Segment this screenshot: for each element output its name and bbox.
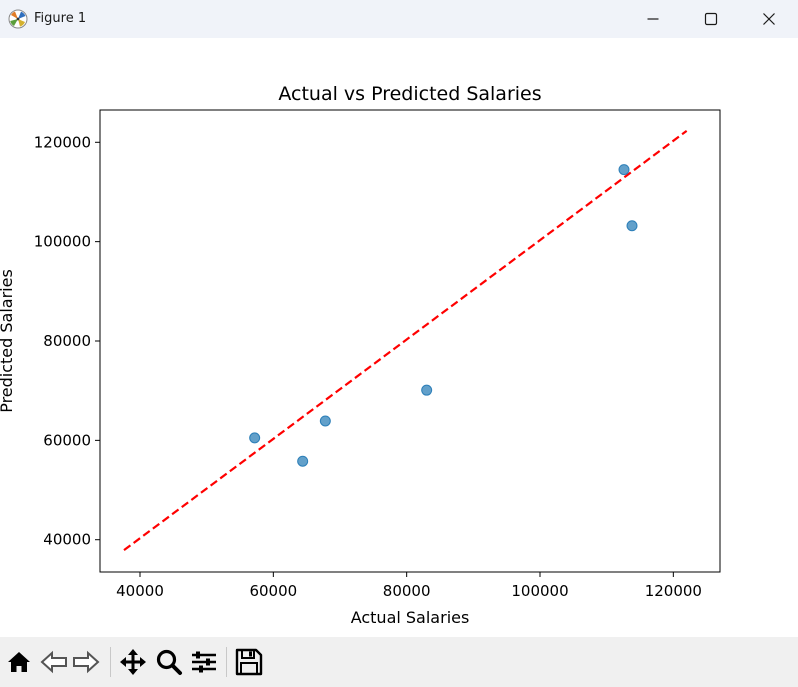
x-tick-label: 80000 <box>383 582 431 600</box>
configure-subplots-button[interactable] <box>189 647 219 677</box>
x-tick-label: 40000 <box>116 582 164 600</box>
maximize-icon <box>704 12 718 26</box>
x-tick-label: 120000 <box>645 582 702 600</box>
chart-title: Actual vs Predicted Salaries <box>278 83 541 105</box>
data-point <box>297 455 309 467</box>
zoom-icon <box>156 649 182 675</box>
y-tick-label: 60000 <box>43 431 91 449</box>
reference-line <box>123 129 688 552</box>
toolbar-separator <box>110 647 111 677</box>
back-button[interactable] <box>39 647 69 677</box>
home-icon <box>8 652 30 672</box>
plot-frame <box>99 109 721 573</box>
y-tick-label: 40000 <box>43 531 91 549</box>
data-point <box>421 384 433 396</box>
window-titlebar: Figure 1 <box>0 0 798 38</box>
save-icon <box>235 648 263 676</box>
forward-icon <box>73 650 100 674</box>
figure-canvas[interactable]: Actual vs Predicted Salaries 40000 60000 80… <box>0 38 798 637</box>
y-tick-label: 100000 <box>34 233 91 251</box>
minimize-button[interactable] <box>624 0 682 38</box>
forward-button[interactable] <box>71 647 101 677</box>
window-title: Figure 1 <box>34 11 87 26</box>
minimize-icon <box>647 18 659 20</box>
close-button[interactable] <box>740 0 798 38</box>
configure-subplots-icon <box>192 651 216 673</box>
data-point <box>249 432 261 444</box>
scatter-plot: Actual vs Predicted Salaries 40000 60000 80… <box>0 83 721 627</box>
matplotlib-logo-icon <box>8 9 28 29</box>
home-button[interactable] <box>4 647 34 677</box>
zoom-button[interactable] <box>154 647 184 677</box>
x-axis-label: Actual Salaries <box>351 608 470 627</box>
data-point <box>319 415 331 427</box>
maximize-button[interactable] <box>682 0 740 38</box>
data-point <box>626 220 638 232</box>
navigation-toolbar <box>0 637 798 687</box>
data-point <box>618 164 630 176</box>
pan-icon <box>120 649 146 675</box>
y-tick-label: 80000 <box>43 332 91 350</box>
close-icon <box>763 13 775 25</box>
toolbar-separator <box>226 647 227 677</box>
y-tick-label: 120000 <box>34 133 91 151</box>
back-icon <box>40 650 67 674</box>
x-tick-label: 100000 <box>511 582 568 600</box>
x-tick-label: 60000 <box>249 582 297 600</box>
y-axis-label: Predicted Salaries <box>0 269 16 413</box>
pan-button[interactable] <box>118 647 148 677</box>
save-button[interactable] <box>234 647 264 677</box>
